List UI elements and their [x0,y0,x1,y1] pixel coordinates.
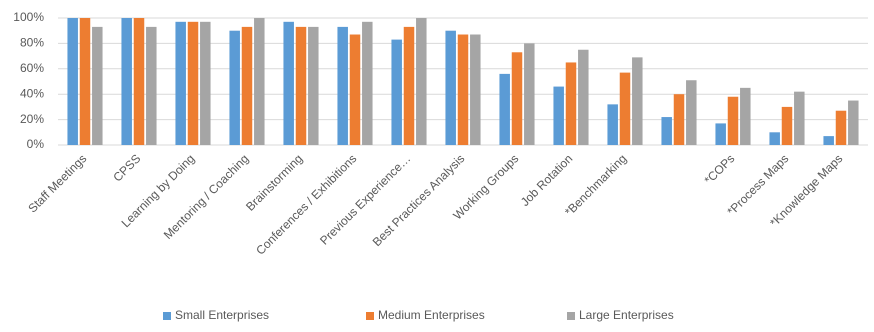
bar [673,94,685,145]
legend-label: Medium Enterprises [378,308,485,322]
bar [133,18,145,145]
bar [362,21,373,146]
bar [121,18,132,145]
bar [686,80,697,145]
bar [632,57,643,146]
bar [823,136,834,145]
bar [79,18,91,145]
bar [715,123,726,145]
legend-swatch [567,312,575,320]
x-tick-label: Conferences / Exhibitions [253,151,359,257]
bar [740,87,751,145]
bar [283,21,294,146]
bar [349,34,361,146]
bar [295,26,307,145]
bar [727,96,739,145]
y-tick-label: 0% [27,137,45,151]
x-tick-label: Previous Experience… [317,151,413,247]
x-tick-label: Staff Meetings [25,151,89,215]
bar [308,26,319,145]
bar [769,132,780,145]
bar [524,43,535,145]
bar [848,100,859,145]
legend-label: Large Enterprises [579,308,674,322]
bar [67,18,78,145]
bar [661,117,672,145]
bar [92,26,103,145]
x-tick-label: Best Practices Analysis [370,151,468,249]
bar [200,21,211,146]
x-tick-label: *COPs [702,151,738,187]
y-tick-label: 100% [13,10,44,24]
bar [391,39,402,146]
bar [403,26,415,145]
bar [835,110,847,145]
bar [619,72,631,145]
bar [781,106,793,145]
legend-swatch [366,312,374,320]
bar [241,26,253,145]
bar [229,30,240,146]
bar [254,18,265,145]
bar [578,49,589,145]
bar [470,34,481,146]
legend-label: Small Enterprises [175,308,269,322]
bar [565,62,577,146]
bar [553,86,564,145]
y-tick-label: 40% [20,86,44,100]
y-tick-label: 60% [20,61,44,75]
bar [146,26,157,145]
bar [175,21,186,146]
y-tick-label: 80% [20,36,44,50]
x-tick-label: CPSS [110,151,143,184]
bar [416,18,427,145]
bar [794,91,805,145]
bar [445,30,456,146]
legend-swatch [163,312,171,320]
bar [499,73,510,145]
bar [337,26,348,145]
bar [511,52,523,145]
bar [187,21,199,146]
y-tick-label: 20% [20,112,44,126]
bar [457,34,469,146]
x-tick-label: Job Rotation [518,151,576,209]
bar [607,104,618,145]
